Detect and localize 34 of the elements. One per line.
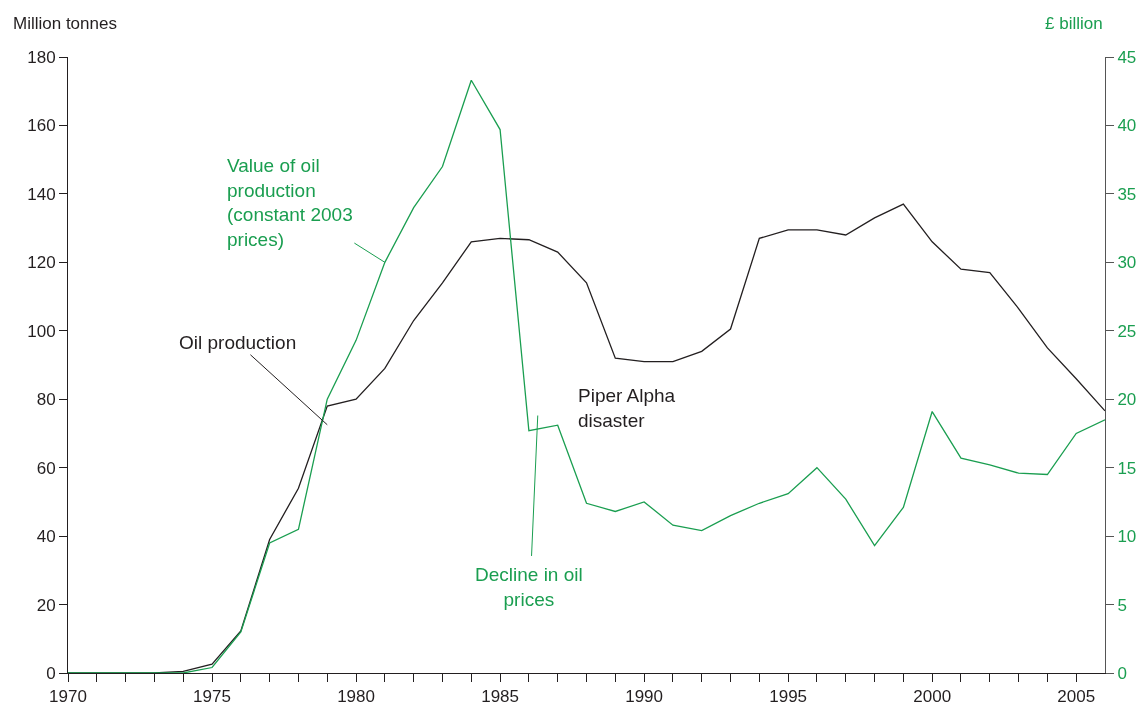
y-tick-label: 80: [36, 390, 56, 410]
y2-tick-label: 10: [1117, 527, 1137, 547]
x-tick-label: 1975: [193, 687, 231, 707]
y2-tick-label: 40: [1117, 116, 1137, 136]
series-label: Value of oil production (constant 2003 prices): [227, 155, 353, 251]
x-tick-label: 2000: [913, 687, 952, 707]
annotation: Decline in oil prices: [475, 564, 583, 610]
y-tick-label: 180: [27, 47, 56, 67]
y2-tick-label: 45: [1117, 47, 1137, 67]
x-tick-label: 1980: [337, 687, 375, 707]
x-tick-label: 1970: [49, 687, 87, 707]
y2-tick-label: 5: [1117, 595, 1127, 615]
y-tick-label: 160: [27, 116, 56, 136]
x-tick-label: 1990: [625, 687, 664, 707]
y2-tick-label: 30: [1117, 253, 1137, 273]
x-tick-label: 1995: [769, 687, 808, 707]
y-tick-label: 140: [27, 184, 56, 204]
y-tick-label: 0: [46, 663, 56, 683]
y2-tick-label: 0: [1117, 663, 1127, 683]
y-tick-label: 40: [36, 527, 56, 547]
y2-tick-label: 35: [1117, 184, 1137, 204]
y-tick-label: 100: [27, 321, 56, 341]
annotation: Piper Alpha disaster: [578, 385, 676, 431]
text: Oil production: [179, 332, 297, 353]
x-tick-label: 2005: [1057, 687, 1096, 707]
y-axis-title: Million tonnes: [13, 14, 117, 33]
y2-axis-title: £ billion: [1045, 14, 1103, 33]
y-tick-label: 60: [36, 458, 56, 478]
y2-tick-label: 20: [1117, 390, 1137, 410]
y2-tick-label: 15: [1117, 458, 1137, 478]
y-tick-label: 120: [27, 253, 56, 273]
y2-tick-label: 25: [1117, 321, 1137, 341]
y-tick-label: 20: [36, 595, 56, 615]
x-tick-label: 1985: [481, 687, 519, 707]
